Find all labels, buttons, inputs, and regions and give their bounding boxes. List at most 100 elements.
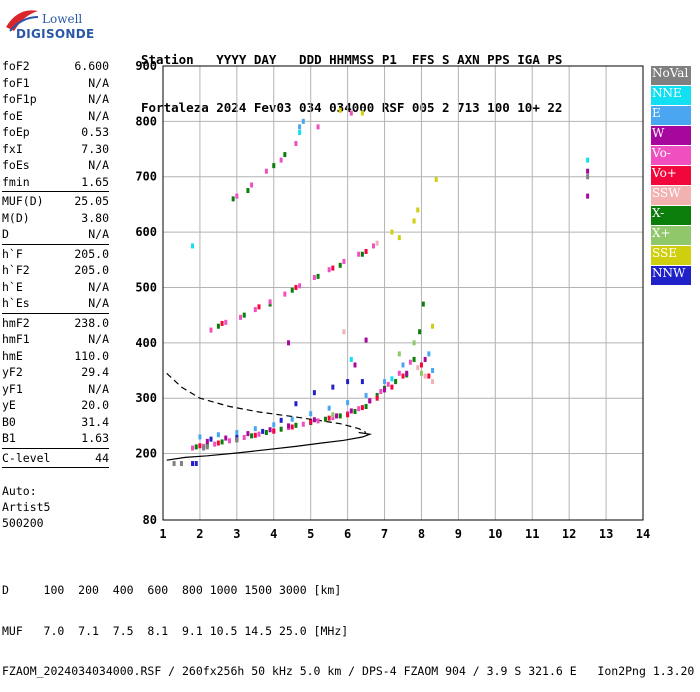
param-value: 1.63 (81, 431, 109, 445)
echo-point (242, 435, 246, 441)
echo-point (202, 445, 206, 451)
param-value: 110.0 (74, 348, 109, 363)
param-name: M(D) (2, 210, 30, 225)
echo-point (338, 262, 342, 268)
echo-point (357, 406, 361, 412)
echo-point (294, 284, 298, 290)
param-row: C-level 44 (2, 450, 109, 467)
echo-point (331, 412, 335, 418)
param-name: h`Es (2, 296, 30, 310)
echo-point (235, 193, 239, 199)
echo-point (338, 107, 342, 113)
echo-point (257, 304, 261, 310)
echo-point (227, 438, 231, 444)
param-row: yF2 29.4 (2, 364, 109, 381)
echo-point (191, 445, 195, 451)
param-name: fmin (2, 174, 30, 189)
param-value: 6.600 (74, 59, 109, 73)
param-value: N/A (88, 227, 109, 241)
echo-point (371, 243, 375, 249)
param-name: yF1 (2, 381, 23, 396)
param-separator (2, 447, 109, 449)
legend-item: Vo+ (651, 166, 691, 185)
echo-point (198, 443, 202, 449)
y-tick-label: 200 (135, 447, 157, 461)
echo-point (216, 432, 220, 438)
echo-point (224, 435, 228, 441)
echo-point (216, 440, 220, 446)
echo-point (327, 267, 331, 273)
x-tick-label: 11 (525, 527, 539, 541)
echo-point (397, 370, 401, 376)
echo-point (194, 444, 198, 450)
param-row: h`F 205.0 (2, 246, 109, 263)
param-value: 205.0 (74, 246, 109, 261)
echo-point (434, 177, 438, 182)
echo-point (224, 319, 228, 325)
param-row: foEs N/A (2, 157, 109, 174)
echo-point (419, 370, 423, 376)
echo-point (360, 110, 364, 116)
echo-point (360, 405, 364, 411)
param-separator (2, 467, 109, 468)
echo-point (309, 411, 313, 417)
param-row: foF1 N/A (2, 75, 109, 92)
echo-point (375, 240, 379, 246)
plot-frame (162, 65, 644, 521)
param-row: yF1 N/A (2, 381, 109, 398)
echo-point (335, 413, 339, 419)
echo-point (401, 373, 405, 379)
param-value: 20.0 (81, 398, 109, 412)
x-tick-label: 8 (418, 527, 425, 541)
y-tick-label: 500 (135, 280, 157, 294)
echo-point (298, 283, 302, 289)
echo-point (264, 430, 268, 436)
echo-point (261, 428, 265, 434)
echo-point (349, 356, 353, 362)
echo-point (294, 141, 298, 147)
param-name: h`E (2, 279, 23, 294)
echo-point (364, 337, 368, 343)
logo-mark (6, 10, 39, 32)
echo-point (216, 323, 220, 329)
echo-point (209, 327, 213, 333)
param-name: B0 (2, 414, 16, 429)
echo-point (191, 243, 195, 249)
echo-point (379, 389, 383, 395)
echo-point (301, 421, 305, 427)
auto-label: Auto: (2, 484, 37, 498)
echo-point (316, 418, 320, 424)
echo-point (279, 417, 283, 423)
x-tick-label: 12 (562, 527, 576, 541)
footer-distance-row: D 100 200 400 600 800 1000 1500 3000 [km… (2, 583, 342, 597)
echo-point (312, 390, 316, 396)
echo-point (268, 427, 272, 433)
param-name: MUF(D) (2, 194, 44, 208)
echo-point (383, 379, 387, 385)
param-value: N/A (88, 296, 109, 310)
param-row: foEp 0.53 (2, 124, 109, 141)
echo-point (364, 248, 368, 254)
echo-point (209, 436, 213, 442)
echo-point (390, 384, 394, 390)
echo-point (253, 307, 257, 313)
echo-point (346, 379, 350, 385)
echo-point (412, 356, 416, 362)
param-name: B1 (2, 431, 16, 445)
echo-point (239, 314, 243, 320)
param-name: foF2 (2, 59, 30, 73)
echo-point (294, 401, 298, 407)
param-row: h`F2 205.0 (2, 262, 109, 279)
param-name: foF1p (2, 92, 37, 106)
echo-point (331, 384, 335, 390)
param-row: D N/A (2, 226, 109, 243)
echo-point (416, 207, 420, 213)
echo-point (431, 379, 435, 385)
param-name: foEs (2, 158, 30, 172)
echo-point (586, 157, 590, 163)
legend-item: NoVal (651, 66, 691, 85)
param-value: N/A (88, 158, 109, 172)
echo-point (323, 416, 327, 422)
param-name: hmF1 (2, 332, 30, 346)
auto-version: 500200 (2, 516, 44, 530)
